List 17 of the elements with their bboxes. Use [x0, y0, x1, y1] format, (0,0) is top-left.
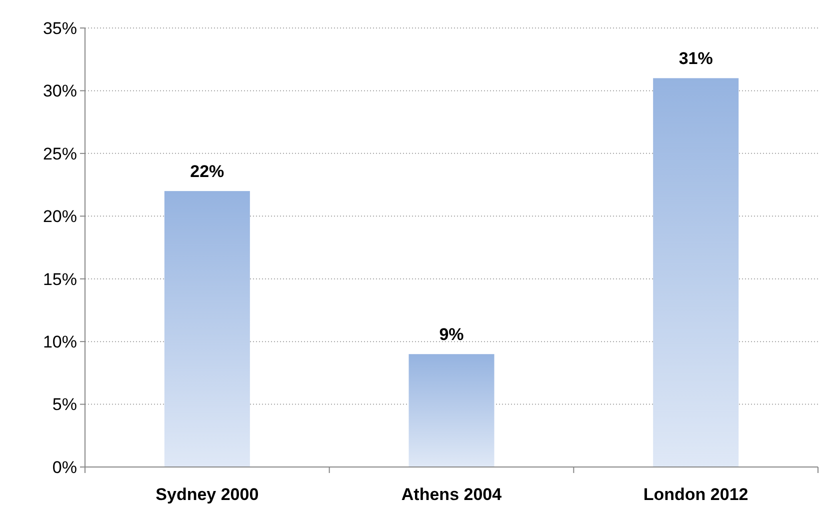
x-tick-label: Athens 2004: [401, 485, 502, 504]
data-label: 22%: [190, 162, 224, 182]
bar: [653, 78, 739, 467]
bar: [164, 191, 250, 467]
y-tick-label: 30%: [42, 82, 77, 101]
data-label: 9%: [439, 325, 464, 344]
x-tick-label: London 2012: [643, 485, 748, 504]
y-tick-label: 25%: [42, 144, 77, 164]
y-tick-label: 0%: [52, 458, 77, 477]
y-tick-label: 5%: [52, 395, 77, 414]
y-tick-label: 20%: [42, 207, 77, 226]
data-label: 31%: [678, 49, 713, 68]
x-tick-label: Sydney 2000: [156, 485, 259, 504]
bar: [408, 354, 494, 467]
y-tick-label: 10%: [42, 332, 77, 352]
y-tick-label: 15%: [42, 270, 77, 289]
y-tick-label: 35%: [42, 18, 77, 38]
